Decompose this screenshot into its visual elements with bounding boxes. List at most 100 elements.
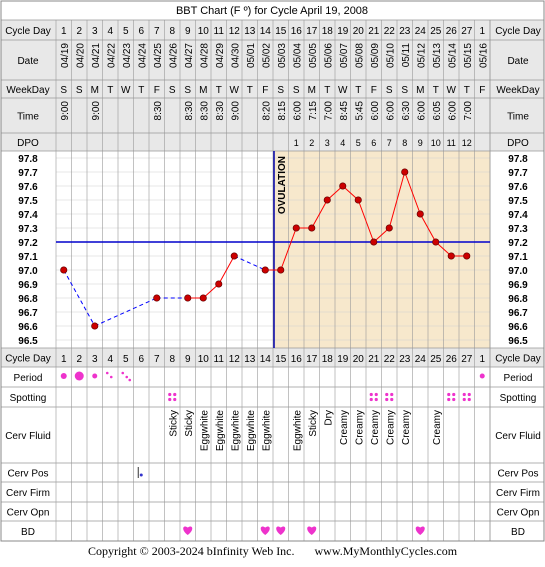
y-tick-label-right: 96.9 [508, 280, 528, 291]
date-label: 05/01 [246, 43, 257, 68]
y-tick-label-right: 97.2 [508, 238, 528, 249]
date-label: 04/20 [75, 43, 86, 68]
row-label-weekday: WeekDay [6, 85, 49, 96]
cycle-day-label-bottom: 4 [107, 354, 113, 365]
weekday-label: F [262, 85, 268, 96]
cycle-day-label: 25 [430, 26, 442, 37]
date-label: 04/29 [215, 43, 226, 68]
row-label-period: Period [14, 373, 43, 384]
cycle-day-label-bottom: 6 [138, 354, 144, 365]
temp-segment-dashed [63, 269, 96, 327]
weekday-label: M [199, 85, 207, 96]
temp-segment [218, 255, 235, 285]
row-label-cycle_day: Cycle Day [5, 26, 51, 37]
cerv-fluid-label: Creamy [339, 410, 350, 445]
ovulation-label: OVULATION [277, 156, 288, 214]
weekday-label: F [479, 85, 485, 96]
header-band-date [1, 40, 544, 80]
time-label: 8:30 [153, 101, 164, 121]
weekday-label: T [247, 85, 253, 96]
row-label-right-weekday: WeekDay [496, 85, 539, 96]
weekday-label: S [401, 85, 408, 96]
cerv-fluid-label: Sticky [308, 410, 319, 437]
time-label: 9:00 [91, 101, 102, 121]
spotting-dot [369, 397, 373, 402]
cycle-day-label-bottom: 14 [260, 354, 272, 365]
temp-segment [388, 171, 406, 229]
y-tick-label-left: 96.5 [18, 336, 38, 347]
row-label-cerv_firm: Cerv Firm [6, 488, 50, 499]
weekday-label: S [293, 85, 300, 96]
dpo-label: 8 [402, 138, 407, 148]
cycle-day-label-bottom: 23 [399, 354, 411, 365]
cycle-day-label: 14 [260, 26, 272, 37]
time-label: 8:30 [184, 101, 195, 121]
bd-heart-icon [183, 526, 193, 535]
cycle-day-label: 18 [322, 26, 334, 37]
cycle-day-label-bottom: 7 [154, 354, 160, 365]
row-label-right-cerv_firm: Cerv Firm [496, 488, 540, 499]
cycle-day-label-bottom: 1 [61, 354, 67, 365]
temp-segment-dashed [234, 255, 266, 271]
cerv-fluid-label: Sticky [168, 410, 179, 437]
bd-heart-icon [276, 526, 286, 535]
date-label: 05/09 [370, 43, 381, 68]
y-tick-label-left: 97.7 [18, 168, 38, 179]
weekday-label: S [76, 85, 83, 96]
cycle-day-label: 7 [154, 26, 160, 37]
y-tick-label-right: 97.8 [508, 154, 528, 165]
row-label-right-cerv_pos: Cerv Pos [497, 469, 538, 480]
temp-point [261, 266, 269, 274]
weekday-label: S [386, 85, 393, 96]
cycle-day-label-bottom: 9 [185, 354, 191, 365]
cycle-day-label: 1 [479, 26, 485, 37]
row-label-spotting: Spotting [10, 393, 47, 404]
bd-heart-icon [415, 526, 425, 535]
weekday-label: F [154, 85, 160, 96]
cycle-day-label: 16 [291, 26, 303, 37]
temp-point [447, 252, 455, 260]
temp-segment [311, 199, 328, 229]
dpo-label: 3 [325, 138, 330, 148]
time-label: 6:00 [385, 101, 396, 121]
cycle-day-label: 19 [337, 26, 349, 37]
y-tick-label-left: 96.8 [18, 294, 38, 305]
cerv-fluid-label: Eggwhite [230, 410, 241, 452]
spotting-dot [168, 397, 172, 402]
period-light-dot [125, 375, 129, 379]
spotting-dot [467, 392, 471, 397]
date-label: 04/27 [184, 43, 195, 68]
cycle-day-label-bottom: 11 [214, 354, 225, 365]
cycle-day-label: 23 [399, 26, 411, 37]
date-label: 04/30 [230, 43, 241, 68]
date-label: 05/12 [416, 43, 427, 68]
spotting-dot [462, 392, 466, 397]
weekday-label: T [216, 85, 222, 96]
temp-point [230, 252, 238, 260]
date-label: 05/07 [339, 43, 350, 68]
row-label-right-bd: BD [511, 527, 525, 538]
temp-point [215, 280, 223, 288]
spotting-dot [467, 397, 471, 402]
header-band-dpo [1, 133, 544, 151]
cycle-day-label-bottom: 5 [123, 354, 129, 365]
spotting-dot [385, 397, 389, 402]
temp-point [292, 224, 300, 232]
cycle-day-label-bottom: 22 [384, 354, 396, 365]
weekday-label: W [338, 85, 348, 96]
time-label: 7:00 [463, 101, 474, 121]
cycle-day-label: 17 [306, 26, 318, 37]
time-label: 6:00 [416, 101, 427, 121]
cerv-fluid-label: Eggwhite [215, 410, 226, 452]
cycle-day-label-bottom: 21 [368, 354, 380, 365]
temp-segment-dashed [94, 297, 157, 327]
row-label-cerv_opn: Cerv Opn [7, 508, 50, 519]
row-label-right-cycle_day: Cycle Day [495, 26, 541, 37]
row-label-right-time: Time [507, 112, 529, 123]
time-label: 8:30 [215, 101, 226, 121]
y-tick-label-left: 97.2 [18, 238, 38, 249]
date-label: 04/22 [106, 43, 117, 68]
spotting-dot [452, 397, 456, 402]
spotting-dot [447, 397, 451, 402]
